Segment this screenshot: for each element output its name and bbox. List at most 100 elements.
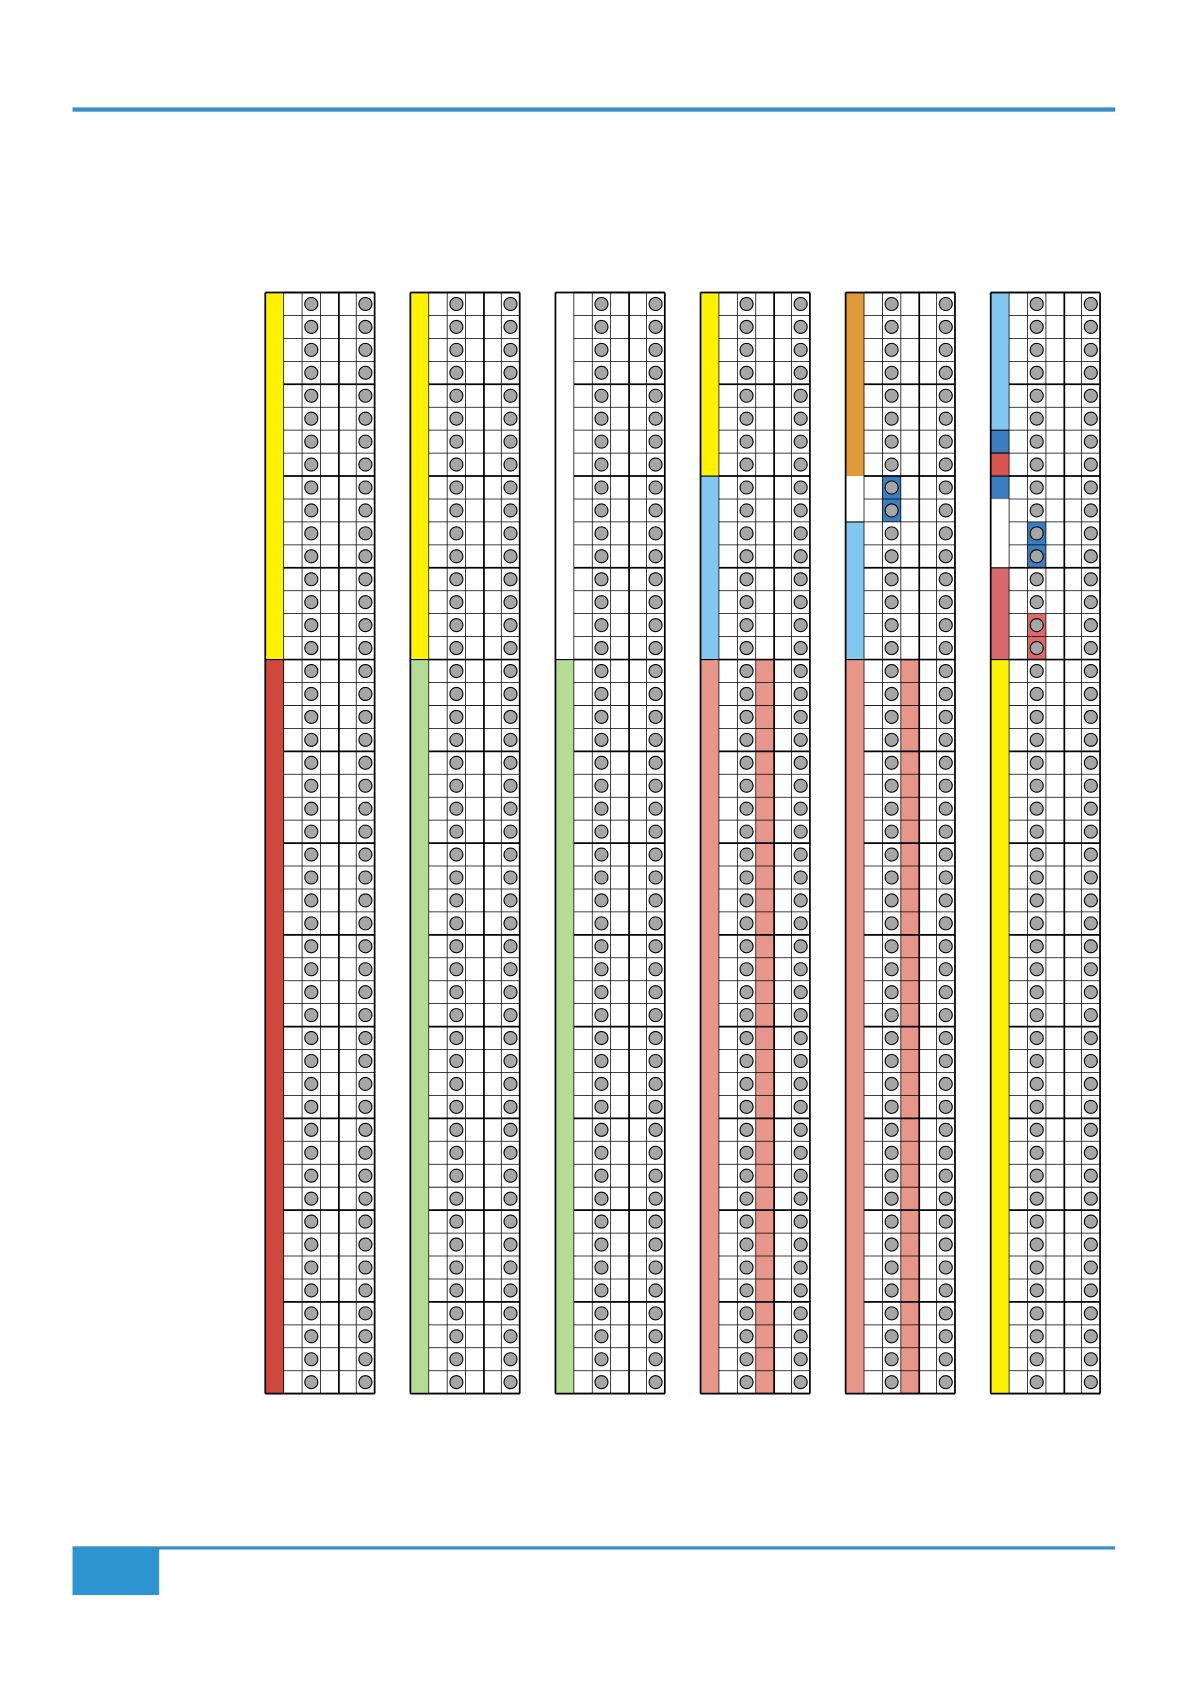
- jack: [594, 686, 609, 702]
- jack: [938, 1076, 953, 1091]
- jack: [793, 526, 808, 541]
- jack: [358, 962, 373, 977]
- jack: [304, 457, 319, 472]
- jack: [503, 572, 518, 587]
- jack: [358, 686, 373, 702]
- jack: [793, 411, 808, 426]
- jack: [594, 732, 609, 747]
- jack: [503, 1306, 518, 1321]
- jack: [648, 434, 663, 449]
- color-cell: [265, 292, 284, 660]
- jack: [884, 1283, 899, 1298]
- jack: [449, 939, 464, 954]
- jack: [503, 618, 518, 633]
- jack: [1029, 319, 1044, 334]
- jack: [449, 686, 464, 702]
- jack: [449, 1283, 464, 1298]
- patch-panel: [554, 291, 666, 1395]
- jack: [793, 1306, 808, 1321]
- jack: [884, 732, 899, 747]
- jack: [884, 1237, 899, 1252]
- jack: [304, 939, 319, 954]
- jack: [1029, 824, 1044, 839]
- jack: [358, 939, 373, 954]
- jack: [358, 641, 373, 656]
- jack: [449, 342, 464, 357]
- jack: [449, 319, 464, 334]
- jack: [793, 1099, 808, 1114]
- jack: [449, 1008, 464, 1023]
- jack: [503, 1375, 518, 1390]
- jack: [648, 1306, 663, 1321]
- jack: [358, 457, 373, 472]
- jack: [938, 1352, 953, 1367]
- jack: [594, 1145, 609, 1160]
- color-cell: [845, 292, 865, 477]
- jack: [884, 1076, 899, 1091]
- jack: [449, 778, 464, 793]
- jack: [503, 801, 518, 816]
- jack: [793, 1375, 808, 1390]
- jack: [594, 1306, 609, 1321]
- jack: [739, 985, 754, 1000]
- jack: [358, 595, 373, 610]
- jack: [304, 1053, 319, 1069]
- jack: [739, 1283, 754, 1298]
- jack: [648, 870, 663, 885]
- jack: [503, 709, 518, 724]
- jack: [884, 1053, 899, 1069]
- jack: [503, 503, 518, 518]
- jack: [739, 709, 754, 724]
- jack: [304, 296, 319, 312]
- jack: [793, 1168, 808, 1183]
- jack: [449, 618, 464, 633]
- jack: [884, 1329, 899, 1344]
- jack: [358, 365, 373, 380]
- jack: [449, 296, 464, 312]
- jack: [1029, 296, 1044, 312]
- jack: [449, 663, 464, 679]
- jack: [503, 1352, 518, 1367]
- jack: [739, 1145, 754, 1160]
- jack: [1029, 686, 1044, 702]
- jack: [938, 847, 953, 862]
- jack: [793, 709, 808, 724]
- jack: [1083, 480, 1098, 495]
- jack: [594, 480, 609, 495]
- jack: [793, 939, 808, 954]
- jack: [503, 686, 518, 702]
- jack: [449, 411, 464, 426]
- jack: [594, 985, 609, 1000]
- jack: [503, 778, 518, 793]
- jack: [884, 1122, 899, 1137]
- jack: [503, 663, 518, 679]
- jack: [739, 1237, 754, 1252]
- jack: [884, 296, 899, 312]
- jack: [503, 526, 518, 541]
- jack: [1029, 755, 1044, 770]
- jack: [358, 526, 373, 541]
- jack: [1083, 686, 1098, 702]
- jack: [739, 641, 754, 656]
- jack: [793, 1145, 808, 1160]
- jack: [884, 342, 899, 357]
- jack: [358, 1099, 373, 1114]
- jack: [938, 709, 953, 724]
- jack: [304, 595, 319, 610]
- jack: [793, 686, 808, 702]
- jack: [938, 778, 953, 793]
- jack: [304, 686, 319, 702]
- jack: [1029, 1352, 1044, 1367]
- jack: [938, 618, 953, 633]
- jack: [884, 847, 899, 862]
- jack: [1029, 962, 1044, 977]
- jack: [594, 847, 609, 862]
- jack: [304, 1214, 319, 1229]
- jack: [594, 870, 609, 885]
- jack: [1029, 709, 1044, 724]
- jack: [304, 526, 319, 541]
- color-cell: [700, 476, 719, 660]
- jack: [648, 778, 663, 793]
